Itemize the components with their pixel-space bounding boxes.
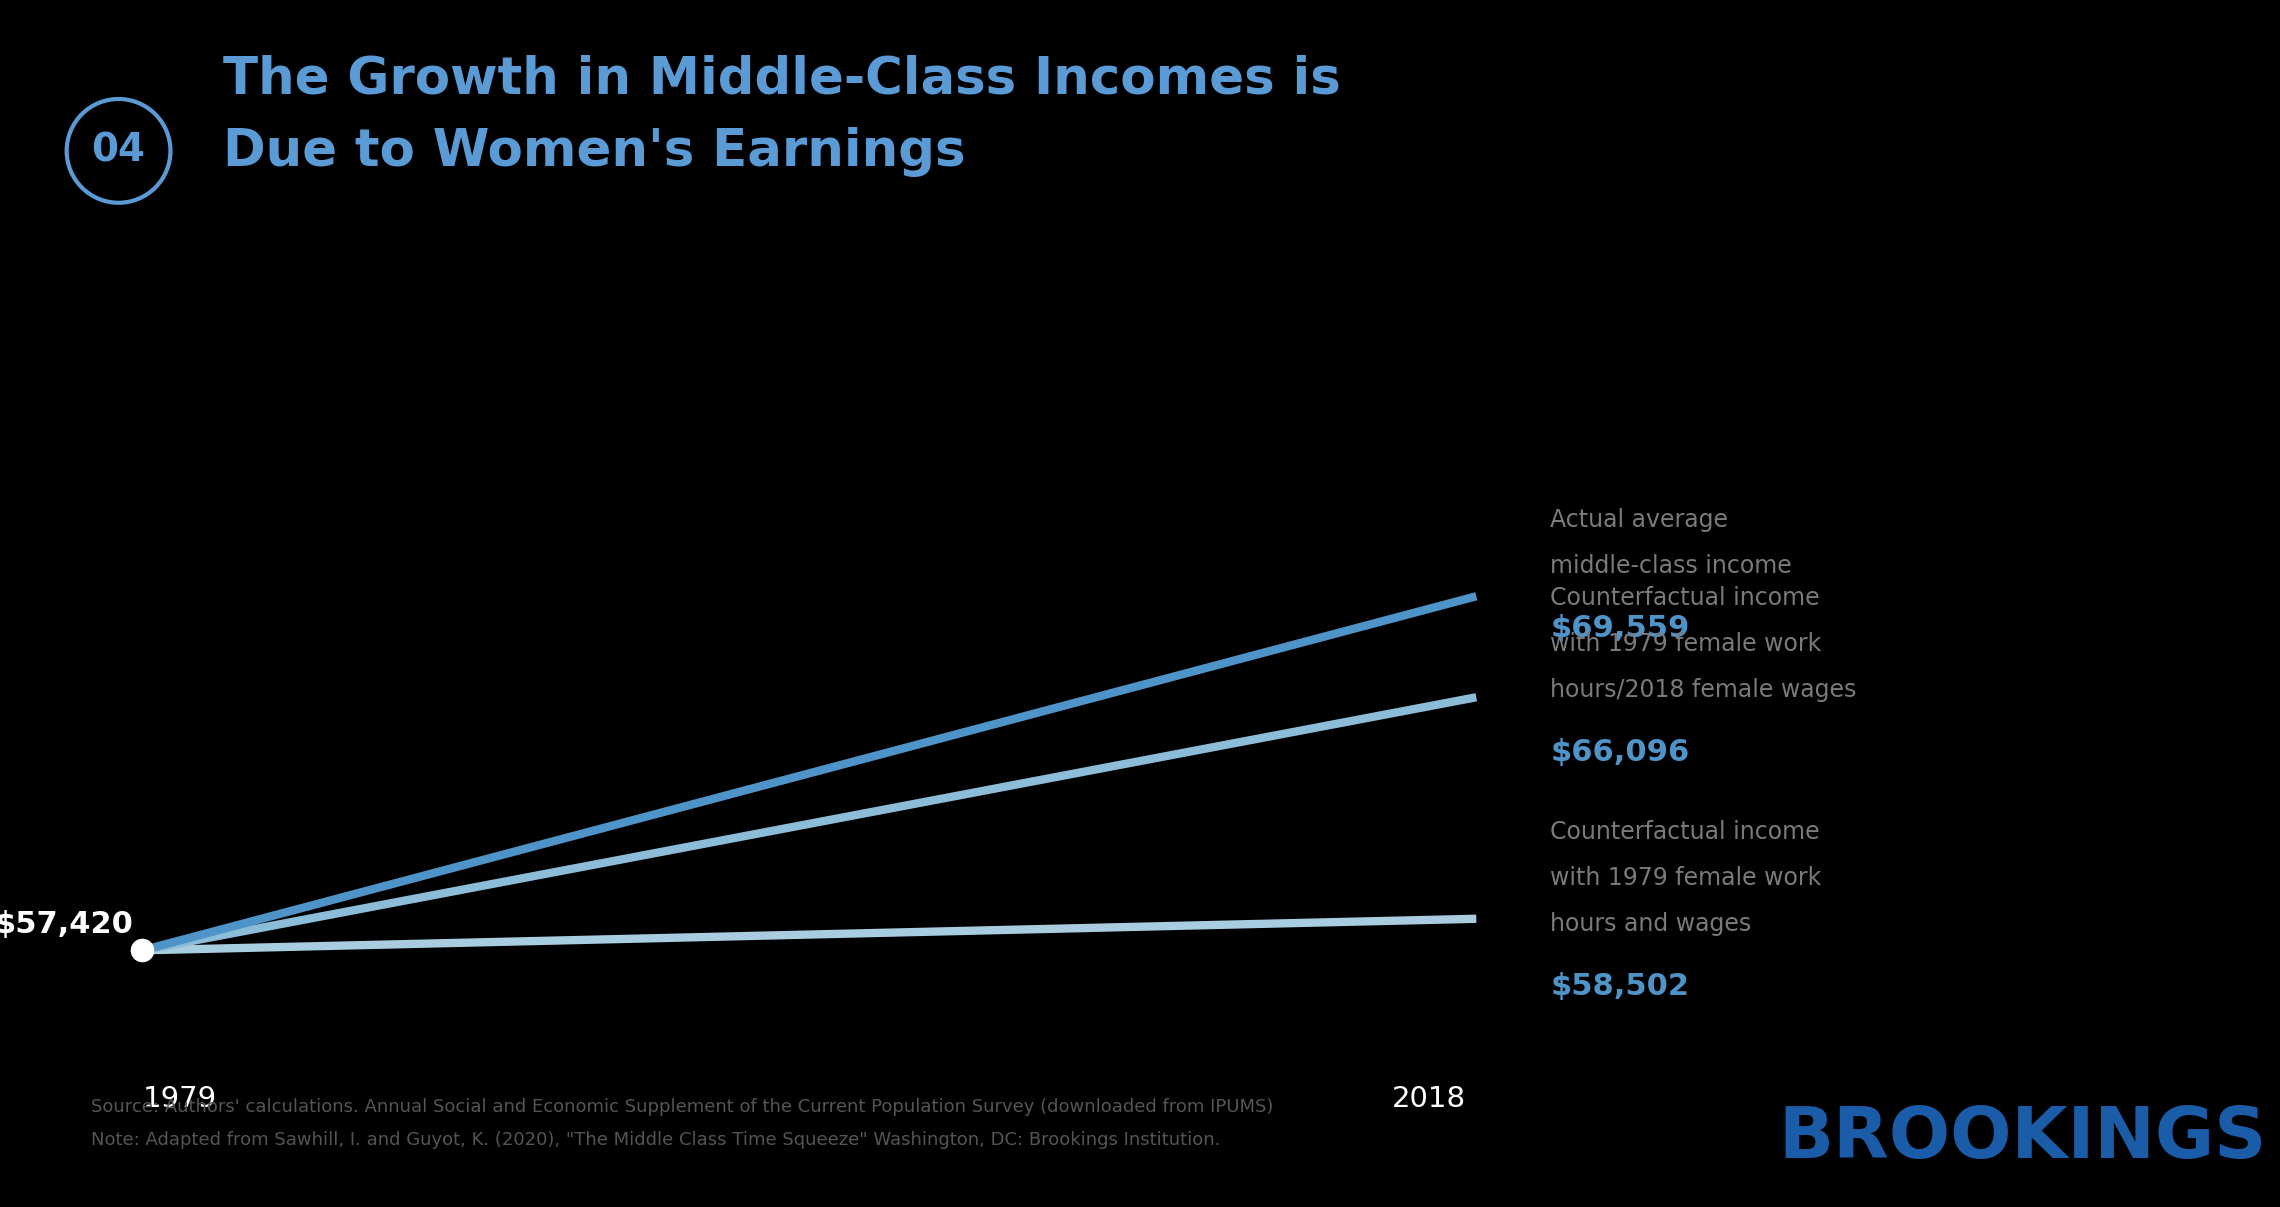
Text: Note: Adapted from Sawhill, I. and Guyot, K. (2020), "The Middle Class Time Sque: Note: Adapted from Sawhill, I. and Guyot… bbox=[91, 1131, 1220, 1149]
Text: Counterfactual income: Counterfactual income bbox=[1550, 587, 1819, 611]
Text: Due to Women's Earnings: Due to Women's Earnings bbox=[223, 127, 967, 176]
Text: Source: Authors' calculations. Annual Social and Economic Supplement of the Curr: Source: Authors' calculations. Annual So… bbox=[91, 1098, 1275, 1116]
Text: 1979: 1979 bbox=[141, 1085, 217, 1113]
Text: Actual average: Actual average bbox=[1550, 508, 1728, 532]
Text: $69,559: $69,559 bbox=[1550, 614, 1689, 643]
Text: $57,420: $57,420 bbox=[0, 910, 135, 939]
Text: middle-class income: middle-class income bbox=[1550, 554, 1792, 578]
Text: Counterfactual income: Counterfactual income bbox=[1550, 820, 1819, 844]
Text: The Growth in Middle-Class Incomes is: The Growth in Middle-Class Incomes is bbox=[223, 54, 1341, 104]
Text: hours/2018 female wages: hours/2018 female wages bbox=[1550, 678, 1856, 702]
Text: 2018: 2018 bbox=[1391, 1085, 1466, 1113]
Text: with 1979 female work: with 1979 female work bbox=[1550, 865, 1822, 890]
Text: hours and wages: hours and wages bbox=[1550, 911, 1751, 935]
Text: $66,096: $66,096 bbox=[1550, 739, 1689, 768]
Text: with 1979 female work: with 1979 female work bbox=[1550, 632, 1822, 657]
Text: 04: 04 bbox=[91, 132, 146, 170]
Text: BROOKINGS: BROOKINGS bbox=[1778, 1104, 2266, 1173]
Text: $58,502: $58,502 bbox=[1550, 972, 1689, 1001]
